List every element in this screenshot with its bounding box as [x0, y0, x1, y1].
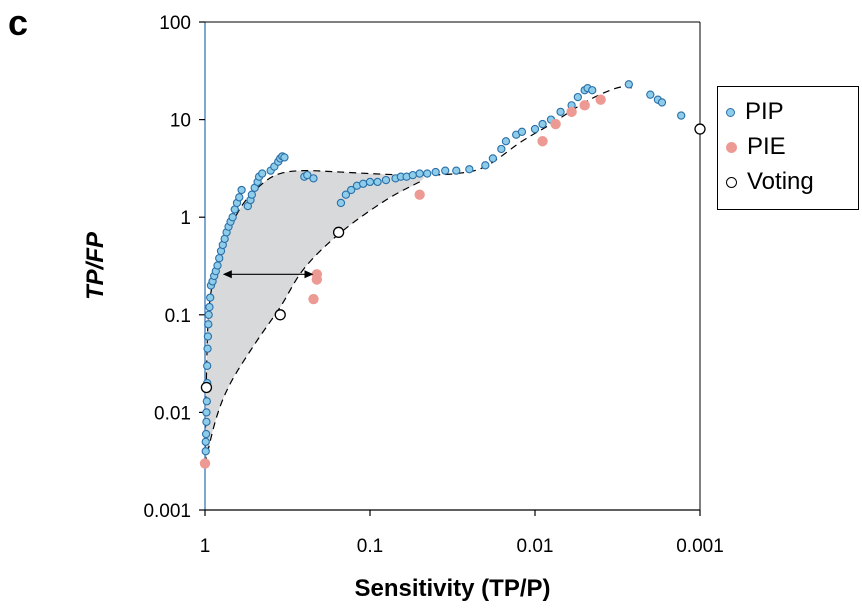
y-axis-title: TP/FP	[82, 231, 109, 300]
arrow-head-left	[222, 270, 232, 279]
pip-point	[365, 177, 375, 187]
pip-point	[408, 170, 417, 180]
voting-point	[200, 381, 213, 394]
pie-point	[550, 118, 561, 130]
pip-point	[646, 90, 655, 99]
pip-marker-icon	[726, 107, 735, 117]
pip-point	[341, 190, 351, 199]
tick-labels-layer: 0.001 0.01 0.1 1 10 100 1 0.1 0.01 0.001	[143, 13, 723, 557]
x-axis-title: Sensitivity (TP/P)	[354, 575, 550, 602]
y-tick-label: 1	[180, 208, 191, 229]
arrow-head-right	[304, 270, 314, 279]
legend-item-pip: PIP	[726, 97, 784, 127]
pie-marker-icon	[726, 141, 737, 153]
pie-point	[311, 274, 323, 285]
pie-point	[199, 458, 211, 469]
voting-point	[694, 123, 706, 135]
axes-layer	[199, 21, 701, 516]
pie-point	[537, 136, 548, 147]
pip-point	[517, 127, 527, 136]
legend-label-pie: PIE	[747, 133, 786, 160]
legend-item-pie: PIE	[726, 132, 786, 162]
voting-point	[274, 309, 286, 321]
pip-point	[213, 261, 222, 270]
pie-point	[308, 293, 319, 305]
pip-point	[202, 417, 211, 427]
shaded-region	[205, 170, 424, 464]
pip-point	[373, 177, 382, 187]
pip-point	[530, 124, 540, 134]
pip-point	[309, 174, 318, 183]
pip-point	[556, 107, 565, 117]
annotation-layer	[222, 270, 314, 279]
points-layer	[199, 80, 706, 469]
pip-point	[258, 169, 267, 178]
pip-point	[206, 293, 215, 302]
pip-point	[501, 137, 511, 146]
pip-point	[538, 119, 547, 129]
pip-point	[347, 185, 356, 195]
legend-label-pip: PIP	[745, 98, 784, 125]
pip-point	[497, 144, 506, 154]
y-tick-label: 0.1	[165, 306, 191, 327]
lower-envelope-curve	[204, 181, 420, 464]
pip-point	[235, 193, 244, 202]
pip-point	[247, 190, 257, 199]
pip-point	[657, 98, 667, 107]
pip-point	[303, 170, 312, 180]
voting-point	[332, 226, 345, 238]
pip-point	[201, 447, 210, 456]
x-tick-label: 1	[200, 536, 211, 557]
pie-point	[595, 94, 606, 105]
legend-item-voting: Voting	[726, 167, 814, 197]
pip-point	[431, 167, 440, 177]
pip-point	[381, 175, 391, 185]
y-tick-label: 10	[170, 111, 191, 132]
y-tick-label: 0.001	[143, 501, 191, 522]
pip-point	[202, 397, 211, 406]
pie-point	[579, 100, 590, 111]
x-tick-label: 0.01	[517, 536, 554, 557]
pip-point	[441, 166, 450, 175]
pip-point	[202, 408, 211, 417]
shaded-region-layer	[205, 170, 424, 464]
pip-point	[588, 86, 597, 95]
voting-marker-icon	[726, 176, 737, 188]
pip-point	[203, 344, 212, 353]
pip-point	[204, 320, 213, 329]
pie-point	[414, 189, 425, 200]
y-tick-label: 100	[159, 13, 191, 34]
pip-point	[465, 165, 474, 174]
x-tick-label: 0.1	[357, 536, 383, 557]
pip-point	[237, 185, 246, 195]
pip-point	[481, 161, 490, 170]
pip-point	[215, 254, 224, 263]
legend: PIP PIE Voting	[717, 86, 859, 210]
pip-point	[415, 169, 424, 178]
pip-point	[280, 153, 289, 162]
pip-point	[201, 437, 210, 446]
pip-point	[624, 80, 633, 89]
panel-letter: c	[8, 2, 29, 43]
pip-point	[677, 111, 686, 120]
pip-point	[203, 332, 213, 341]
pip-point	[336, 198, 346, 208]
pip-point	[201, 429, 211, 439]
pip-point	[203, 361, 212, 370]
pip-point	[204, 310, 213, 319]
pip-point	[228, 213, 237, 222]
pip-point	[359, 179, 368, 188]
y-tick-label: 0.01	[154, 403, 191, 424]
legend-label-voting: Voting	[747, 168, 814, 195]
pie-point	[566, 106, 577, 118]
x-tick-label: 0.001	[676, 536, 724, 557]
pip-point	[452, 166, 461, 175]
pip-point	[423, 169, 432, 178]
pip-point	[205, 302, 214, 312]
pip-point	[573, 92, 582, 102]
pip-point	[488, 154, 498, 163]
